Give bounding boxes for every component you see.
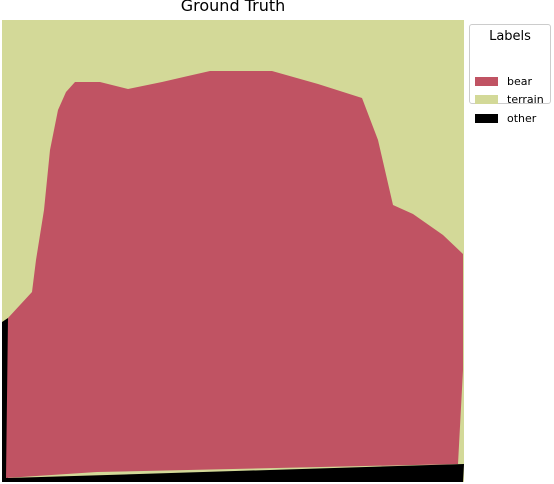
legend-label-bear: bear	[507, 74, 533, 88]
legend-item-other: other	[475, 111, 536, 125]
legend-label-other: other	[507, 111, 537, 125]
other-region	[2, 318, 464, 482]
legend-item-terrain: terrain	[475, 92, 544, 106]
bear-swatch	[475, 76, 498, 86]
legend-item-bear: bear	[475, 74, 532, 88]
legend-title: Labels	[489, 29, 531, 44]
other-swatch	[475, 113, 498, 123]
figure-title: Ground Truth	[180, 0, 286, 15]
legend: Labels bear terrain other	[469, 24, 551, 125]
terrain-swatch	[475, 94, 498, 104]
legend-label-terrain: terrain	[507, 92, 544, 106]
bear-region	[6, 71, 463, 478]
